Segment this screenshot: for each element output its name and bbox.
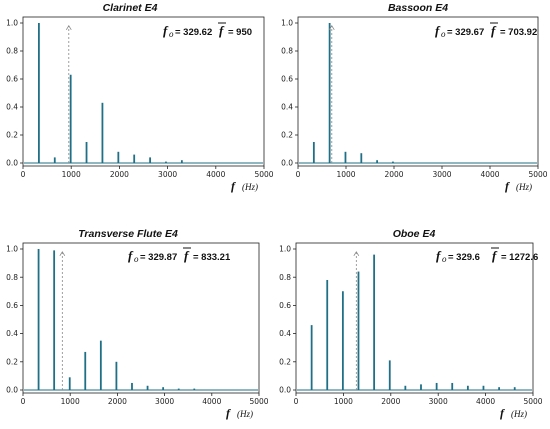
subplot-4: Oboe E4 0.0 0.2 0.4 0.6 0.8 1.0 0 1000 2000 3000 40… — [279, 228, 543, 420]
x-tick-label: 2000 — [110, 170, 129, 179]
x-tick-label: 2000 — [384, 170, 403, 179]
centroid-arrowhead — [59, 251, 66, 257]
y-tick-label: 0.6 — [6, 301, 18, 310]
fundamental-value: = 329.6 — [448, 252, 480, 263]
y-tick-label: 0.0 — [6, 159, 18, 168]
fundamental-subscript: o — [441, 29, 446, 39]
y-tick-label: 0.4 — [281, 103, 293, 112]
x-tick-label: 3000 — [432, 170, 451, 179]
x-tick-label: 0 — [21, 170, 26, 179]
x-tick-label: 1000 — [62, 170, 81, 179]
axes-frame — [22, 242, 260, 394]
x-tick-label: 5000 — [528, 170, 547, 179]
x-tick-label: 0 — [296, 170, 301, 179]
y-tick-label: 0.0 — [279, 386, 291, 395]
x-tick-label: 4000 — [476, 397, 495, 406]
fundamental-subscript: o — [169, 29, 174, 39]
centroid-arrowhead — [328, 25, 335, 31]
chart-title: Clarinet E4 — [103, 2, 158, 14]
subplot-1: Clarinet E4 0.0 0.2 0.4 0.6 0.8 1.0 0 1000 2000 30… — [6, 2, 274, 193]
x-tick-label: 4000 — [202, 397, 221, 406]
centroid-symbol: f — [492, 248, 498, 263]
x-axis-label: f — [500, 406, 505, 420]
centroid-symbol: f — [491, 23, 497, 38]
y-tick-label: 0.2 — [6, 357, 18, 366]
y-tick-label: 0.8 — [281, 47, 293, 56]
x-axis-unit: (Hz) — [242, 182, 258, 192]
y-tick-label: 0.6 — [279, 301, 291, 310]
y-tick-label: 0.2 — [279, 357, 291, 366]
x-axis-label: f — [226, 406, 231, 420]
y-tick-label: 0.8 — [6, 47, 18, 56]
x-tick-label: 3000 — [155, 397, 174, 406]
x-tick-label: 5000 — [523, 397, 542, 406]
y-tick-label: 0.4 — [6, 103, 18, 112]
y-tick-label: 0.2 — [6, 131, 18, 140]
y-tick-label: 0.2 — [281, 131, 293, 140]
y-tick-label: 1.0 — [6, 245, 18, 254]
fundamental-subscript: o — [442, 254, 447, 264]
fundamental-symbol: f — [435, 23, 441, 38]
x-tick-label: 3000 — [158, 170, 177, 179]
y-tick-label: 0.4 — [6, 329, 18, 338]
fundamental-value: = 329.62 — [175, 27, 212, 38]
y-tick-label: 1.0 — [281, 19, 293, 28]
centroid-arrowhead — [65, 25, 72, 31]
fundamental-subscript: o — [134, 254, 139, 264]
centroid-value: = 703.92 — [500, 27, 537, 38]
centroid-symbol: f — [184, 248, 190, 263]
x-tick-label: 1000 — [61, 397, 80, 406]
x-axis-unit: (Hz) — [516, 182, 532, 192]
x-axis-label: f — [231, 179, 236, 193]
y-tick-label: 0.4 — [279, 329, 291, 338]
centroid-value: = 950 — [228, 27, 252, 38]
fundamental-value: = 329.67 — [447, 27, 484, 38]
fundamental-symbol: f — [128, 248, 134, 263]
chart-title: Oboe E4 — [393, 228, 436, 240]
x-tick-label: 3000 — [429, 397, 448, 406]
fundamental-value: = 329.87 — [140, 252, 177, 263]
axes-frame — [22, 16, 265, 167]
x-axis-label: f — [505, 179, 510, 193]
x-tick-label: 4000 — [480, 170, 499, 179]
x-tick-label: 0 — [294, 397, 299, 406]
axes-frame — [297, 16, 539, 167]
axes-frame — [295, 242, 534, 394]
y-tick-label: 0.8 — [6, 273, 18, 282]
x-axis-unit: (Hz) — [511, 409, 527, 419]
x-axis-unit: (Hz) — [237, 409, 253, 419]
chart-title: Bassoon E4 — [388, 2, 448, 14]
y-tick-label: 1.0 — [279, 245, 291, 254]
centroid-arrowhead — [353, 251, 360, 257]
x-tick-label: 2000 — [381, 397, 400, 406]
x-tick-label: 1000 — [336, 170, 355, 179]
x-tick-label: 5000 — [254, 170, 273, 179]
y-tick-label: 1.0 — [6, 19, 18, 28]
subplot-3: Transverse Flute E4 0.0 0.2 0.4 0.6 0.8 1.0 0 10… — [6, 228, 269, 420]
centroid-value: = 833.21 — [193, 252, 231, 263]
y-tick-label: 0.8 — [279, 273, 291, 282]
x-tick-label: 0 — [21, 397, 26, 406]
x-tick-label: 1000 — [334, 397, 353, 406]
x-tick-label: 2000 — [108, 397, 127, 406]
x-tick-label: 4000 — [206, 170, 225, 179]
y-tick-label: 0.6 — [281, 75, 293, 84]
y-tick-label: 0.6 — [6, 75, 18, 84]
centroid-value: = 1272.6 — [501, 252, 538, 263]
centroid-symbol: f — [219, 23, 225, 38]
y-tick-label: 0.0 — [6, 386, 18, 395]
y-tick-label: 0.0 — [281, 159, 293, 168]
fundamental-symbol: f — [163, 23, 169, 38]
subplot-2: Bassoon E4 0.0 0.2 0.4 0.6 0.8 1.0 0 1000 2000 300… — [281, 2, 548, 193]
x-tick-label: 5000 — [249, 397, 268, 406]
chart-title: Transverse Flute E4 — [78, 228, 178, 240]
fundamental-symbol: f — [436, 248, 442, 263]
